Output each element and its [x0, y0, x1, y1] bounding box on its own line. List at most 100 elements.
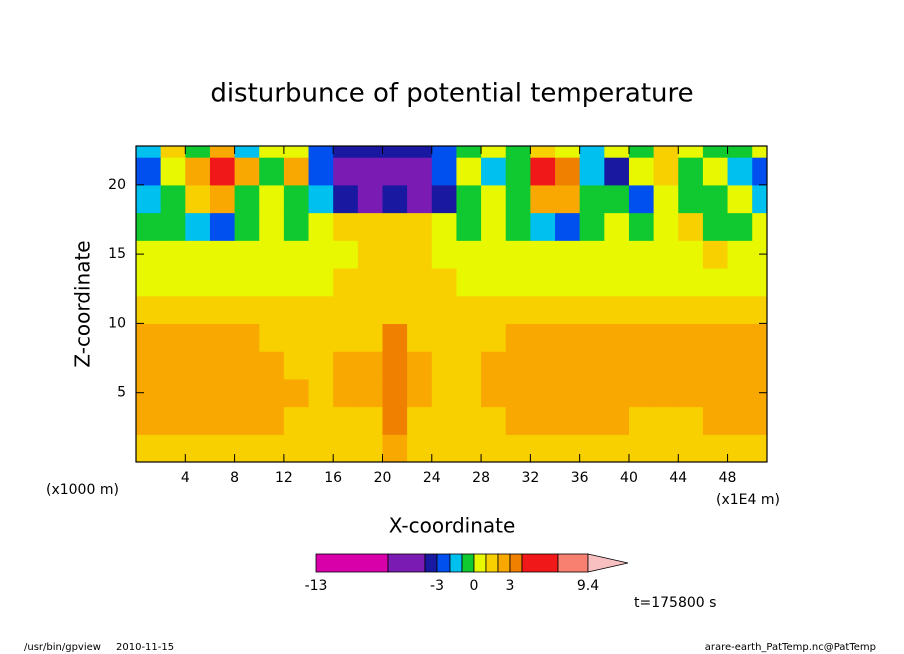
field-cell: [185, 323, 211, 352]
field-cell: [382, 146, 408, 158]
field-cell: [308, 323, 334, 352]
field-cell: [136, 157, 162, 186]
field-cell: [555, 378, 581, 408]
field-cell: [653, 434, 679, 462]
field-cell: [234, 146, 260, 158]
field-cell: [530, 351, 556, 380]
field-cell: [308, 351, 334, 380]
field-cell: [579, 146, 605, 158]
x-tick-label: 20: [374, 470, 392, 486]
field-cell: [407, 406, 433, 435]
field-cell: [481, 146, 507, 158]
field-cell: [456, 351, 482, 380]
field-cell: [678, 351, 704, 380]
field-cell: [579, 378, 605, 408]
field-cell: [136, 146, 162, 158]
field-cell: [628, 240, 655, 269]
field-cell: [209, 212, 236, 241]
field-cell: [431, 434, 458, 462]
field-cell: [456, 323, 482, 352]
field-cell: [185, 267, 211, 297]
field-cell: [283, 240, 310, 269]
field-cell: [209, 146, 236, 158]
field-cell: [283, 351, 310, 380]
field-cell: [604, 157, 630, 186]
field-cell: [505, 378, 531, 408]
field-cell: [407, 295, 433, 325]
colorbar-segment: [485, 553, 499, 573]
x-tick-label: 44: [669, 470, 687, 486]
field-cell: [283, 267, 310, 297]
field-cell: [456, 295, 482, 325]
field-cell: [604, 212, 630, 241]
field-cell: [185, 378, 211, 408]
field-cell: [702, 212, 729, 241]
field-cell: [185, 184, 211, 214]
colorbar-segment: [424, 553, 438, 573]
colorbar-segment: [436, 553, 451, 573]
colorbar-segment: [315, 553, 389, 573]
y-tick-label: 15: [108, 246, 126, 262]
field-cell: [727, 184, 753, 214]
time-label: t=175800 s: [634, 595, 716, 611]
field-cell: [653, 406, 679, 435]
field-cell: [530, 212, 556, 241]
field-cell: [702, 406, 729, 435]
field-cell: [431, 146, 458, 158]
field-cell: [678, 323, 704, 352]
field-cell: [678, 295, 704, 325]
field-cell: [431, 323, 458, 352]
field-cell: [505, 212, 531, 241]
field-cell: [160, 406, 186, 435]
field-cell: [209, 267, 236, 297]
colorbar-segment: [509, 553, 523, 573]
field-cell: [431, 406, 458, 435]
field-cell: [604, 351, 630, 380]
colorbar-tick-label: 3: [506, 578, 515, 594]
x-tick-label: 16: [324, 470, 342, 486]
field-cell: [628, 295, 655, 325]
field-cell: [431, 157, 458, 186]
field-cell: [628, 157, 655, 186]
field-cell: [308, 267, 334, 297]
field-cell: [333, 240, 359, 269]
field-cell: [678, 157, 704, 186]
field-cell: [382, 323, 408, 352]
field-cell: [357, 240, 384, 269]
field-cell: [209, 157, 236, 186]
field-cell: [555, 351, 581, 380]
field-cell: [456, 157, 482, 186]
field-cell: [456, 434, 482, 462]
field-cell: [678, 434, 704, 462]
field-cell: [357, 157, 384, 186]
field-cell: [555, 323, 581, 352]
field-cell: [407, 184, 433, 214]
field-cell: [752, 295, 767, 325]
field-cell: [752, 184, 767, 214]
field-cell: [752, 146, 767, 158]
field-cell: [579, 351, 605, 380]
colorbar-segment: [387, 553, 426, 573]
field-cell: [752, 351, 767, 380]
field-cell: [505, 434, 531, 462]
field-cell: [579, 406, 605, 435]
field-cell: [628, 323, 655, 352]
field-cell: [505, 323, 531, 352]
field-cell: [702, 351, 729, 380]
x-tick-label: 8: [230, 470, 239, 486]
field-cell: [579, 184, 605, 214]
field-cell: [702, 295, 729, 325]
field-cell: [530, 157, 556, 186]
field-cell: [407, 323, 433, 352]
field-cell: [283, 157, 310, 186]
x-tick-label: 32: [521, 470, 539, 486]
field-cell: [456, 212, 482, 241]
field-cell: [481, 295, 507, 325]
plot-frame: [135, 145, 768, 463]
colorbar: -13 -3 0 3 9.4: [305, 553, 629, 594]
field-cell: [357, 434, 384, 462]
field-cell: [431, 267, 458, 297]
field-cell: [185, 434, 211, 462]
field-cell: [752, 434, 767, 462]
field-cell: [604, 240, 630, 269]
